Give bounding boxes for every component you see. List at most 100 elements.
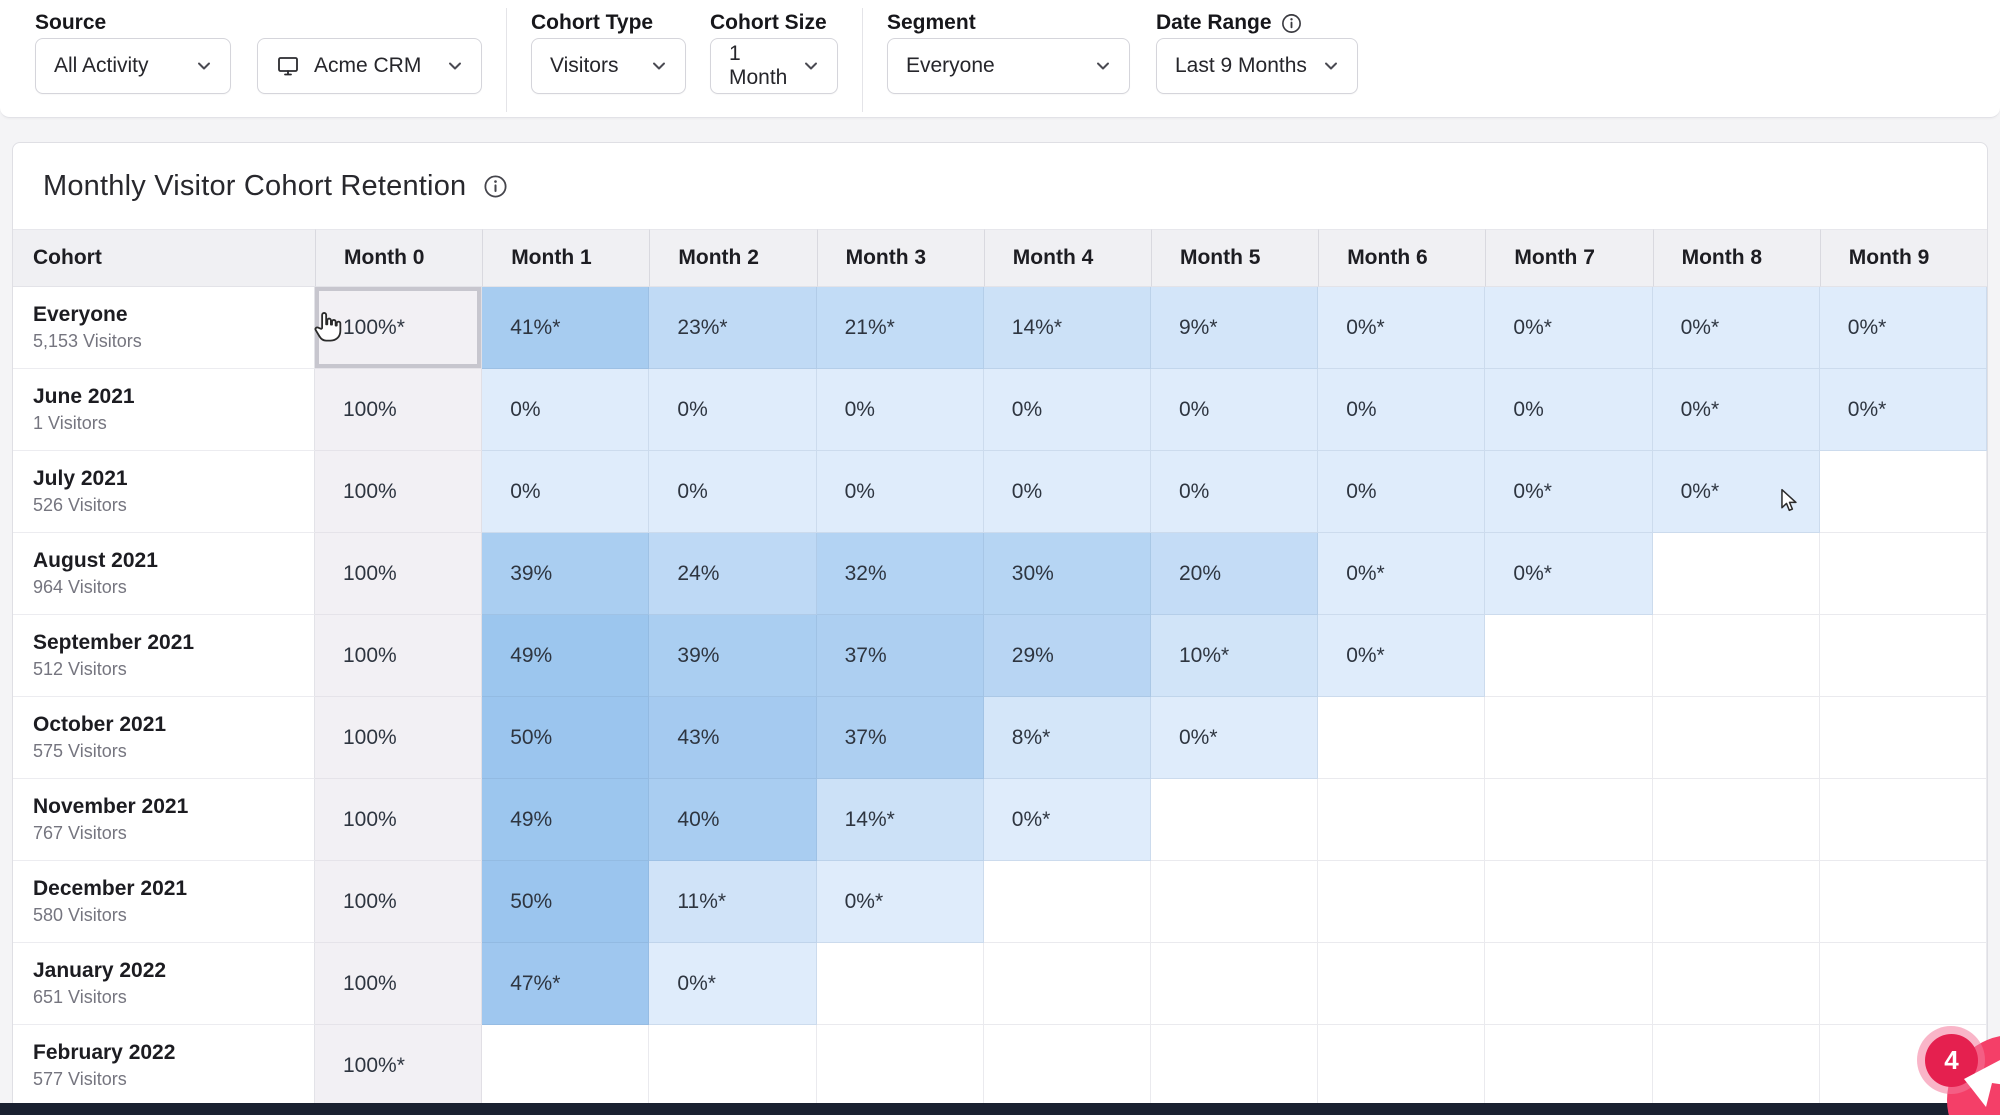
retention-cell[interactable]: 0%	[983, 369, 1151, 451]
retention-cell[interactable]: 100%	[315, 533, 483, 615]
retention-cell[interactable]: 100%	[315, 861, 483, 943]
chevron-down-icon	[198, 62, 210, 70]
month-column-header: Month 2	[649, 229, 817, 287]
retention-cell[interactable]: 20%	[1150, 533, 1319, 615]
retention-cell[interactable]: 0%*	[1652, 451, 1820, 533]
retention-cell[interactable]: 14%*	[983, 287, 1151, 369]
cohort-type-dropdown[interactable]: Visitors	[531, 38, 686, 94]
chevron-down-icon	[449, 62, 461, 70]
retention-cell[interactable]: 49%	[482, 779, 650, 861]
retention-cell[interactable]: 30%	[983, 533, 1151, 615]
retention-cell[interactable]: 0%	[816, 369, 984, 451]
retention-cell[interactable]: 0%*	[1819, 369, 1987, 451]
retention-cell[interactable]: 100%	[315, 779, 483, 861]
retention-cell[interactable]: 39%	[482, 533, 650, 615]
retention-cell[interactable]: 0%*	[1652, 369, 1820, 451]
source-crm-dropdown[interactable]: Acme CRM	[257, 38, 482, 94]
info-icon[interactable]	[1280, 12, 1303, 35]
cohort-size-label: Cohort Size	[710, 11, 827, 34]
retention-cell	[1485, 943, 1653, 1025]
cohort-name: December 2021	[33, 877, 188, 900]
cohort-type-label: Cohort Type	[531, 11, 654, 34]
retention-cell	[1318, 697, 1486, 779]
filter-bar: Source All Activity Acme CRM Cohort Type…	[0, 0, 2000, 118]
retention-cell[interactable]: 32%	[816, 533, 984, 615]
retention-cell[interactable]: 14%*	[816, 779, 984, 861]
retention-cell[interactable]: 100%	[315, 943, 483, 1025]
retention-cell[interactable]: 50%	[482, 861, 650, 943]
retention-cell[interactable]: 50%	[482, 697, 650, 779]
retention-cell[interactable]: 0%*	[816, 861, 984, 943]
cohort-row-label: February 2022 577 Visitors	[13, 1025, 315, 1107]
retention-cell	[1318, 779, 1486, 861]
retention-cell	[482, 1025, 650, 1107]
month-column-header: Month 4	[983, 229, 1151, 287]
retention-cell[interactable]: 29%	[983, 615, 1151, 697]
retention-cell[interactable]: 0%	[1318, 369, 1486, 451]
retention-cell	[1485, 861, 1653, 943]
retention-cell[interactable]: 0%*	[1652, 287, 1820, 369]
retention-cell[interactable]: 0%	[1318, 451, 1486, 533]
retention-cell[interactable]: 24%	[649, 533, 817, 615]
segment-dropdown[interactable]: Everyone	[887, 38, 1130, 94]
retention-cell[interactable]: 21%*	[816, 287, 984, 369]
retention-cell[interactable]: 0%*	[1150, 697, 1319, 779]
retention-cell[interactable]: 0%	[1485, 369, 1653, 451]
retention-cell[interactable]: 0%*	[1485, 451, 1653, 533]
bottom-window-strip	[0, 1103, 2000, 1115]
retention-cell	[1819, 779, 1987, 861]
retention-cell[interactable]: 100%	[315, 615, 483, 697]
filter-group-segment: Segment Everyone	[887, 8, 1130, 94]
retention-cell[interactable]: 0%*	[983, 779, 1151, 861]
cohort-row-label: Everyone 5,153 Visitors	[13, 287, 315, 369]
retention-cell[interactable]: 9%*	[1150, 287, 1319, 369]
retention-cell[interactable]: 0%*	[1318, 615, 1486, 697]
retention-cell[interactable]: 37%	[816, 615, 984, 697]
retention-cell[interactable]: 0%*	[1318, 287, 1486, 369]
retention-cell[interactable]: 0%	[649, 451, 817, 533]
retention-cell[interactable]: 11%*	[649, 861, 817, 943]
retention-cell[interactable]: 0%	[482, 451, 650, 533]
cohort-column-header: Cohort	[13, 229, 315, 287]
retention-cell[interactable]: 43%	[649, 697, 817, 779]
source-crm-value: Acme CRM	[314, 54, 422, 77]
retention-cell[interactable]: 47%*	[482, 943, 650, 1025]
retention-cell	[1819, 533, 1987, 615]
retention-cell[interactable]: 37%	[816, 697, 984, 779]
retention-cell[interactable]: 40%	[649, 779, 817, 861]
retention-cell[interactable]: 0%	[983, 451, 1151, 533]
filter-divider	[506, 8, 507, 112]
retention-cell	[1150, 1025, 1319, 1107]
filter-group-cohort-size: Cohort Size 1 Month	[710, 8, 838, 94]
retention-cell[interactable]: 100%	[315, 369, 483, 451]
cohort-size-dropdown[interactable]: 1 Month	[710, 38, 838, 94]
chevron-down-icon	[805, 62, 817, 70]
retention-cell[interactable]: 8%*	[983, 697, 1151, 779]
month-column-header: Month 8	[1652, 229, 1820, 287]
retention-cell[interactable]: 0%	[1150, 369, 1319, 451]
retention-cell[interactable]: 0%	[649, 369, 817, 451]
retention-cell[interactable]: 100%*	[315, 287, 483, 369]
retention-cell[interactable]: 0%*	[1318, 533, 1486, 615]
retention-cell[interactable]: 0%*	[1485, 533, 1653, 615]
retention-cell[interactable]: 41%*	[482, 287, 650, 369]
retention-cell[interactable]: 0%	[1150, 451, 1319, 533]
retention-cell[interactable]: 0%	[482, 369, 650, 451]
retention-cell[interactable]: 100%	[315, 451, 483, 533]
date-range-dropdown[interactable]: Last 9 Months	[1156, 38, 1358, 94]
source-activity-dropdown[interactable]: All Activity	[35, 38, 231, 94]
retention-cell[interactable]: 49%	[482, 615, 650, 697]
retention-cell[interactable]: 0%	[816, 451, 984, 533]
retention-cell[interactable]: 100%*	[315, 1025, 483, 1107]
retention-cell[interactable]: 10%*	[1150, 615, 1319, 697]
retention-cell	[1485, 697, 1653, 779]
cohort-name: July 2021	[33, 467, 128, 490]
info-icon[interactable]	[482, 173, 509, 200]
retention-cell[interactable]: 100%	[315, 697, 483, 779]
retention-cell[interactable]: 23%*	[649, 287, 817, 369]
retention-cell[interactable]: 0%*	[1485, 287, 1653, 369]
retention-cell[interactable]: 0%*	[649, 943, 817, 1025]
retention-cell[interactable]: 0%*	[1819, 287, 1987, 369]
filter-group-cohort-type: Cohort Type Visitors	[531, 8, 686, 94]
retention-cell[interactable]: 39%	[649, 615, 817, 697]
